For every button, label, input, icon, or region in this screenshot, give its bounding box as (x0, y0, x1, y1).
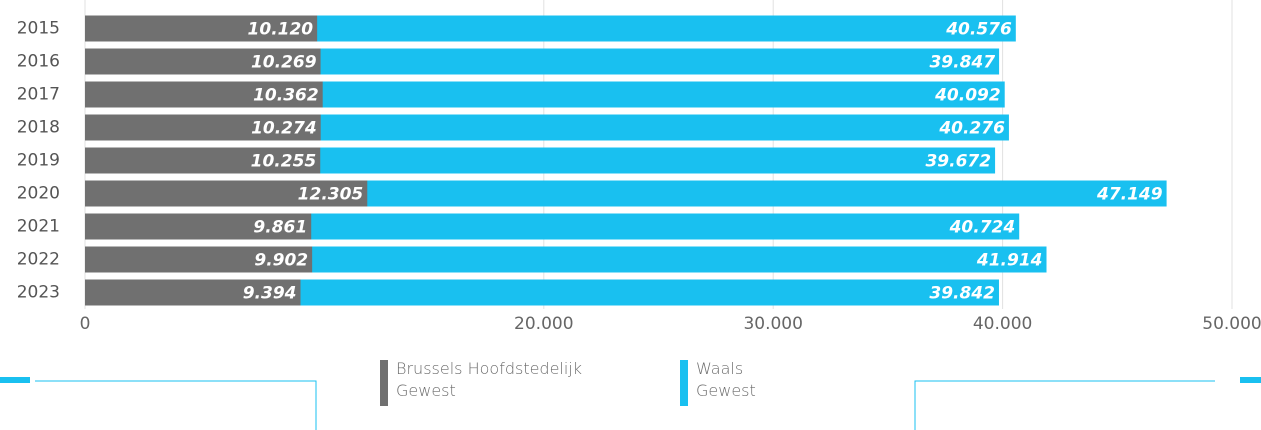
value-label: 10.255 (251, 152, 317, 172)
value-label: 39.842 (929, 284, 995, 304)
value-label: 12.305 (298, 185, 364, 205)
bar (85, 48, 321, 75)
value-label: 40.276 (938, 119, 1005, 139)
bar (85, 246, 313, 273)
y-tick-label: 2018 (17, 118, 60, 138)
x-tick-label: 40.000 (973, 314, 1032, 334)
legend-item: Waals Gewest (680, 358, 786, 406)
bar (85, 114, 321, 141)
bar (85, 213, 312, 240)
legend-frame (0, 377, 1261, 430)
decor (914, 380, 1196, 430)
value-label: 9.394 (243, 284, 297, 304)
value-label: 10.120 (248, 20, 314, 40)
x-tick-label: 0 (80, 314, 91, 334)
value-label: 39.847 (929, 53, 995, 73)
x-tick-label: 30.000 (743, 314, 802, 334)
legend-label: Brussels Hoofdstedelijk Gewest (396, 359, 583, 400)
value-label: 10.362 (253, 86, 319, 106)
decor (0, 377, 30, 383)
value-label: 10.269 (251, 53, 317, 73)
value-label: 9.902 (254, 251, 308, 271)
value-label: 40.092 (934, 86, 1001, 106)
legend-label: Waals Gewest (696, 359, 756, 400)
y-tick-label: 2016 (17, 52, 60, 72)
decor (35, 380, 317, 430)
decor (1240, 377, 1261, 383)
x-tick-label: 20.000 (514, 314, 573, 334)
value-label: 41.914 (976, 251, 1043, 271)
value-label: 40.576 (945, 20, 1012, 40)
value-label: 9.861 (253, 218, 307, 238)
value-label: 10.274 (251, 119, 317, 139)
value-label: 40.724 (949, 218, 1016, 238)
bar (85, 279, 301, 306)
bar (85, 81, 323, 108)
y-tick-label: 2017 (17, 85, 60, 105)
legend-swatch (680, 360, 688, 406)
y-tick-label: 2015 (17, 19, 60, 39)
x-tick-label: 50.000 (1202, 314, 1261, 334)
y-tick-label: 2023 (17, 283, 60, 303)
y-tick-label: 2019 (17, 151, 60, 171)
value-label: 47.149 (1096, 185, 1163, 205)
legend-swatch (380, 360, 388, 406)
value-label: 39.672 (925, 152, 991, 172)
legend-item: Brussels Hoofdstedelijk Gewest (380, 358, 626, 406)
y-tick-label: 2020 (17, 184, 60, 204)
bar (85, 180, 368, 207)
y-tick-label: 2021 (17, 217, 60, 237)
bar (85, 147, 321, 174)
bar (85, 15, 318, 42)
y-tick-label: 2022 (17, 250, 60, 270)
